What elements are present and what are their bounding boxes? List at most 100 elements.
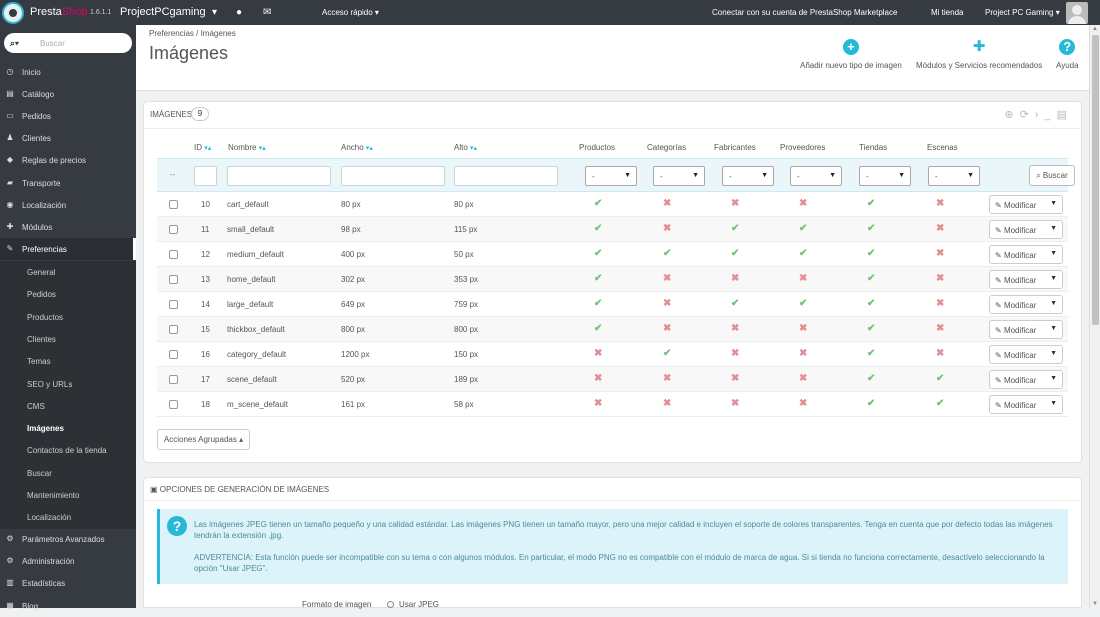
sort-arrows-icon[interactable]: ▾▴ <box>470 145 478 152</box>
sort-arrows-icon[interactable]: ▾▴ <box>204 145 212 152</box>
check-icon[interactable]: ✔ <box>594 248 603 259</box>
column-header-name[interactable]: Nombre ▾▴ <box>228 143 266 152</box>
check-icon[interactable]: ✔ <box>594 298 603 309</box>
sidebar-item-7[interactable]: ◉ Localización <box>0 194 136 216</box>
submenu-item[interactable]: Clientes <box>27 334 56 344</box>
caret-down-icon[interactable]: ▼ <box>1050 325 1057 332</box>
scroll-thumb[interactable] <box>1092 35 1099 325</box>
submenu-item[interactable]: Mantenimiento <box>27 491 80 500</box>
sidebar-item-4[interactable]: ♟ Clientes <box>0 127 136 149</box>
submenu-item[interactable]: SEO y URLs <box>27 379 73 389</box>
check-icon[interactable]: ✔ <box>594 273 603 284</box>
check-icon[interactable]: ✔ <box>799 223 808 234</box>
row-checkbox[interactable] <box>169 400 178 409</box>
cross-icon[interactable]: ✖ <box>799 373 808 384</box>
cross-icon[interactable]: ✖ <box>594 348 603 359</box>
caret-down-icon[interactable]: ▼ <box>1050 225 1057 232</box>
submenu-item[interactable]: CMS <box>27 401 45 411</box>
check-icon[interactable]: ✔ <box>867 273 876 284</box>
check-icon[interactable]: ✔ <box>731 298 740 309</box>
sidebar-item-13[interactable]: ▦ Blog <box>0 595 136 617</box>
sidebar-item-2[interactable]: ▤ Catálogo <box>0 83 136 105</box>
row-checkbox[interactable] <box>169 350 178 359</box>
cart-icon[interactable]: ▾ <box>212 7 218 18</box>
edit-button[interactable]: ✎ Modificar ▼ <box>989 370 1063 389</box>
check-icon[interactable]: ✔ <box>594 223 603 234</box>
submenu-item[interactable]: Temas <box>27 357 51 367</box>
row-checkbox[interactable] <box>169 325 178 334</box>
refresh-icon[interactable]: ⟳ <box>1019 109 1035 121</box>
page-scrollbar[interactable]: ▲ ▼ <box>1089 25 1100 608</box>
edit-button[interactable]: ✎ Modificar ▼ <box>989 320 1063 339</box>
recommended-modules-button[interactable]: ✚ Módulos y Servicios recomendados <box>916 39 1042 71</box>
column-header-id[interactable]: ID ▾▴ <box>194 143 211 152</box>
envelope-icon[interactable]: ✉ <box>263 7 272 18</box>
filter-scenes-select[interactable]: - ▼ <box>928 166 980 186</box>
marketplace-connect-link[interactable]: Conectar con su cuenta de PrestaShop Mar… <box>712 8 898 17</box>
sidebar-item-6[interactable]: ▰ Transporte <box>0 172 136 194</box>
use-jpeg-radio[interactable] <box>387 601 394 608</box>
check-icon[interactable]: ✔ <box>799 298 808 309</box>
cross-icon[interactable]: ✖ <box>663 398 672 409</box>
submenu-item[interactable]: Contactos de la tienda <box>27 446 107 456</box>
filter-categories-select[interactable]: - ▼ <box>653 166 705 186</box>
cross-icon[interactable]: ✖ <box>936 273 945 284</box>
prestashop-logo-icon[interactable] <box>2 2 24 24</box>
sql-query-icon[interactable]: ›_ <box>1034 109 1057 121</box>
cross-icon[interactable]: ✖ <box>594 373 603 384</box>
database-icon[interactable]: ▤ <box>1056 109 1073 121</box>
edit-button[interactable]: ✎ Modificar ▼ <box>989 395 1063 414</box>
avatar[interactable] <box>1066 2 1088 24</box>
edit-button[interactable]: ✎ Modificar ▼ <box>989 220 1063 239</box>
sidebar-search-input[interactable]: ⌕▾ Buscar <box>4 33 132 53</box>
cross-icon[interactable]: ✖ <box>799 198 808 209</box>
my-store-link[interactable]: Mi tienda <box>931 8 964 17</box>
caret-down-icon[interactable]: ▼ <box>1050 275 1057 282</box>
breadcrumb[interactable]: Preferencias / Imágenes <box>149 29 236 38</box>
cross-icon[interactable]: ✖ <box>936 248 945 259</box>
check-icon[interactable]: ✔ <box>731 248 740 259</box>
edit-button[interactable]: ✎ Modificar ▼ <box>989 270 1063 289</box>
edit-button[interactable]: ✎ Modificar ▼ <box>989 345 1063 364</box>
search-button[interactable]: ⌕ Buscar <box>1029 165 1075 186</box>
row-checkbox[interactable] <box>169 275 178 284</box>
cross-icon[interactable]: ✖ <box>936 223 945 234</box>
cross-icon[interactable]: ✖ <box>799 323 808 334</box>
row-checkbox[interactable] <box>169 375 178 384</box>
caret-down-icon[interactable]: ▼ <box>1050 350 1057 357</box>
check-icon[interactable]: ✔ <box>936 373 945 384</box>
filter-manufacturers-select[interactable]: - ▼ <box>722 166 774 186</box>
filter-suppliers-select[interactable]: - ▼ <box>790 166 842 186</box>
check-icon[interactable]: ✔ <box>867 323 876 334</box>
sort-arrows-icon[interactable]: ▾▴ <box>258 145 266 152</box>
filter-products-select[interactable]: - ▼ <box>585 166 637 186</box>
caret-down-icon[interactable]: ▼ <box>1050 200 1057 207</box>
caret-down-icon[interactable]: ▼ <box>1050 400 1057 407</box>
cross-icon[interactable]: ✖ <box>663 373 672 384</box>
cross-icon[interactable]: ✖ <box>663 198 672 209</box>
caret-down-icon[interactable]: ▼ <box>1050 375 1057 382</box>
cross-icon[interactable]: ✖ <box>936 198 945 209</box>
check-icon[interactable]: ✔ <box>594 198 603 209</box>
submenu-item[interactable]: Buscar <box>27 468 52 478</box>
cross-icon[interactable]: ✖ <box>731 398 740 409</box>
filter-stores-select[interactable]: - ▼ <box>859 166 911 186</box>
user-icon[interactable]: ● <box>236 7 243 18</box>
check-icon[interactable]: ✔ <box>867 198 876 209</box>
check-icon[interactable]: ✔ <box>731 223 740 234</box>
cross-icon[interactable]: ✖ <box>663 323 672 334</box>
sidebar-item-12[interactable]: ▥ Estadísticas <box>0 572 136 594</box>
add-new-icon[interactable]: ⊕ <box>1004 109 1020 121</box>
cross-icon[interactable]: ✖ <box>731 373 740 384</box>
cross-icon[interactable]: ✖ <box>663 223 672 234</box>
check-icon[interactable]: ✔ <box>799 248 808 259</box>
submenu-item[interactable]: Pedidos <box>27 290 56 300</box>
add-image-type-button[interactable]: + Añadir nuevo tipo de imagen <box>800 39 902 70</box>
cross-icon[interactable]: ✖ <box>731 323 740 334</box>
scroll-down-arrow-icon[interactable]: ▼ <box>1092 601 1098 607</box>
submenu-item[interactable]: General <box>27 268 56 277</box>
submenu-item[interactable]: Localización <box>27 513 72 523</box>
shop-name[interactable]: ProjectPCgaming <box>120 6 206 18</box>
cross-icon[interactable]: ✖ <box>799 273 808 284</box>
caret-down-icon[interactable]: ▼ <box>1050 250 1057 257</box>
